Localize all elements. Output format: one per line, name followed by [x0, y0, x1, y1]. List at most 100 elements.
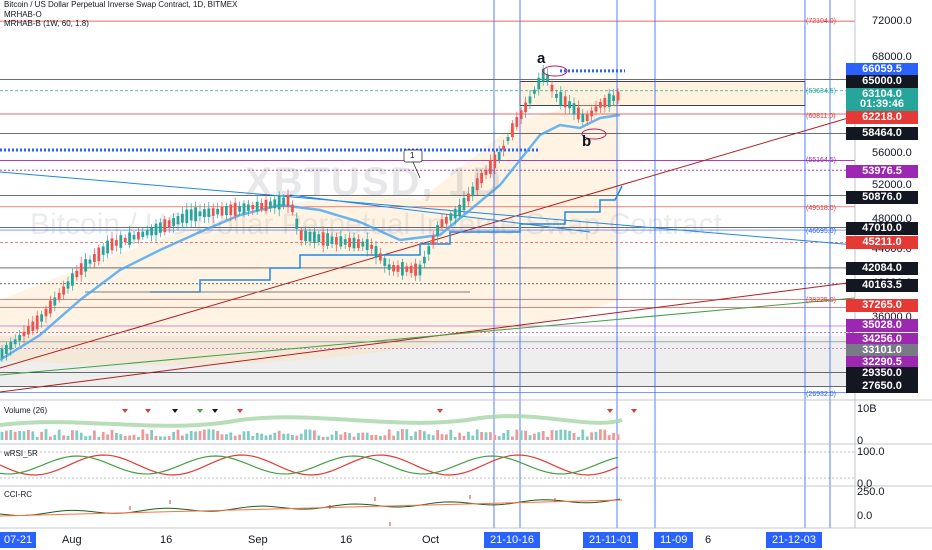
volume-bar	[374, 434, 378, 440]
volume-bar	[475, 429, 479, 440]
candle-body	[511, 123, 514, 138]
volume-bar	[71, 430, 74, 440]
candle-body	[128, 232, 131, 245]
candle-body	[431, 235, 435, 245]
wrsi-axis-bottom: 0.0	[857, 478, 873, 490]
callout-pointer	[412, 161, 421, 179]
volume-bar	[365, 432, 369, 440]
candle-body	[18, 335, 21, 341]
level-label: (49518.0)	[806, 205, 836, 212]
candle-body	[559, 91, 563, 106]
indicator-label-1[interactable]: MRHAB-O	[4, 10, 42, 19]
volume-bar	[502, 433, 505, 440]
candle-body	[93, 254, 96, 262]
volume-bar	[264, 435, 268, 440]
candle-body	[599, 101, 602, 108]
candle-body	[339, 236, 343, 247]
wrsi-pane-label[interactable]: wRSI_5R	[4, 449, 38, 458]
candle-body	[537, 77, 541, 90]
candle-body	[106, 240, 109, 254]
candle-body	[273, 199, 277, 209]
candle-body	[269, 201, 272, 209]
volume-bar	[291, 434, 294, 440]
volume-bar	[537, 432, 541, 440]
volume-bar	[489, 432, 492, 440]
volume-bar	[233, 435, 237, 440]
cci-line	[0, 498, 621, 516]
volume-signal-1	[145, 409, 151, 413]
volume-bar	[119, 434, 123, 440]
candle-body	[35, 315, 39, 330]
candle-body	[418, 264, 422, 276]
volume-bar	[273, 432, 277, 440]
indicator-label-2[interactable]: MRHAB-B (1W, 60, 1.8)	[4, 19, 89, 28]
volume-bar	[49, 436, 52, 440]
candle-body	[585, 114, 589, 122]
volume-bar	[616, 434, 620, 440]
candle-body	[220, 206, 224, 216]
volume-bar	[458, 432, 461, 440]
volume-bar	[326, 436, 329, 440]
candle-body	[357, 239, 360, 248]
volume-signal-4	[212, 409, 218, 413]
candle-body	[379, 253, 382, 261]
candle-body	[387, 264, 391, 270]
volume-bar	[423, 431, 426, 440]
volume-bar	[277, 430, 281, 440]
price-badge: 63104.0	[846, 88, 918, 101]
volume-bar	[198, 431, 202, 440]
symbol-watermark: XBTUSD, 1D	[245, 160, 503, 204]
volume-signal-5	[237, 409, 243, 413]
volume-pane-label[interactable]: Volume (26)	[4, 406, 48, 415]
volume-bar	[313, 430, 316, 440]
candle-body	[563, 96, 567, 108]
level-label: (26932.0)	[806, 391, 836, 398]
volume-bar	[599, 429, 602, 440]
volume-bar	[519, 430, 523, 440]
candle-body	[137, 231, 140, 240]
candle-body	[247, 204, 250, 211]
volume-bar	[44, 429, 48, 440]
volume-bar	[607, 435, 611, 440]
volume-bar	[449, 429, 453, 440]
candle-body	[405, 266, 409, 272]
candle-body	[383, 258, 387, 266]
candle-body	[480, 172, 483, 184]
price-badge: 50876.0	[846, 191, 918, 204]
level-label: (72104.0)	[806, 18, 836, 25]
candle-body	[150, 227, 153, 236]
volume-bar	[590, 432, 593, 440]
volume-bar	[436, 430, 439, 440]
candle-body	[295, 218, 299, 229]
candle-body	[141, 231, 145, 238]
volume-bar	[176, 429, 180, 440]
price-badge: 65000.0	[846, 75, 918, 88]
volume-bar	[493, 434, 497, 440]
candle-body	[313, 231, 316, 244]
price-badge: 40163.5	[846, 279, 918, 292]
volume-bar	[462, 435, 466, 440]
volume-ma	[0, 414, 623, 428]
volume-bar	[123, 436, 127, 440]
candle-body	[9, 341, 13, 350]
candle-body	[233, 202, 237, 216]
price-badge: 35028.0	[846, 319, 918, 332]
price-badge: 27650.0	[846, 380, 918, 393]
candle-body	[53, 297, 57, 306]
volume-bar	[189, 430, 193, 440]
volume-bar	[282, 433, 285, 440]
volume-bar	[418, 429, 422, 440]
candle-body	[493, 154, 497, 169]
volume-bar	[581, 429, 585, 440]
volume-bar	[352, 436, 356, 440]
volume-bar	[31, 431, 35, 440]
candle-body	[264, 199, 268, 212]
time-badge-left: 07-21	[0, 532, 37, 548]
candle-body	[352, 237, 356, 249]
cci-pane-label[interactable]: CCI-RC	[4, 490, 32, 499]
candle-body	[489, 160, 492, 174]
volume-bar	[27, 430, 30, 440]
candle-body	[317, 234, 321, 243]
candle-body	[101, 246, 105, 255]
